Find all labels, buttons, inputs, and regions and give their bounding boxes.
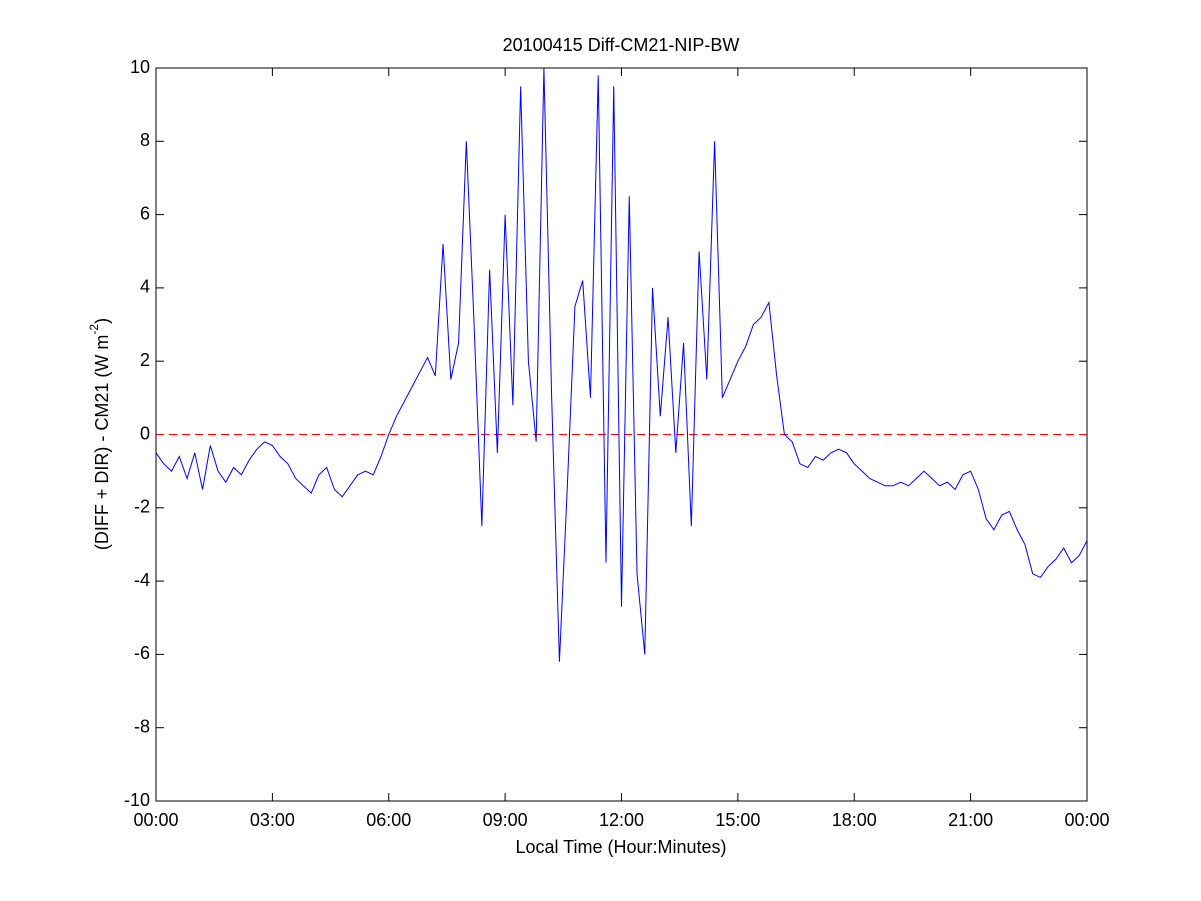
chart-title: 20100415 Diff-CM21-NIP-BW	[503, 35, 740, 55]
y-tick-label: 10	[130, 57, 150, 77]
y-tick-label: 6	[140, 203, 150, 223]
y-tick-label: 2	[140, 350, 150, 370]
y-axis-label-sup: -2	[87, 324, 101, 335]
y-tick-label: -8	[134, 716, 150, 736]
x-tick-label: 00:00	[1064, 810, 1109, 830]
x-tick-label: 21:00	[948, 810, 993, 830]
y-tick-label: -6	[134, 643, 150, 663]
y-tick-label: -4	[134, 570, 150, 590]
axes-box	[155, 67, 1088, 802]
x-tick-label: 03:00	[250, 810, 295, 830]
x-tick-label: 06:00	[366, 810, 411, 830]
y-tick-label: 0	[140, 423, 150, 443]
y-tick-label: 8	[140, 130, 150, 150]
y-axis-label-text: (DIFF + DIR) - CM21 (W m	[92, 335, 112, 550]
y-axis-label: (DIFF + DIR) - CM21 (W m-2)	[87, 318, 112, 550]
y-tick-label: -10	[124, 790, 150, 810]
plot-area	[156, 68, 1087, 801]
y-tick-label: -2	[134, 497, 150, 517]
x-tick-label: 09:00	[483, 810, 528, 830]
x-axis-label: Local Time (Hour:Minutes)	[515, 837, 726, 857]
x-tick-label: 18:00	[832, 810, 877, 830]
data-line	[155, 67, 1088, 662]
y-tick-label: 4	[140, 277, 150, 297]
x-tick-label: 12:00	[599, 810, 644, 830]
x-tick-label: 15:00	[715, 810, 760, 830]
y-axis-label-end: )	[92, 318, 112, 324]
x-tick-label: 00:00	[133, 810, 178, 830]
